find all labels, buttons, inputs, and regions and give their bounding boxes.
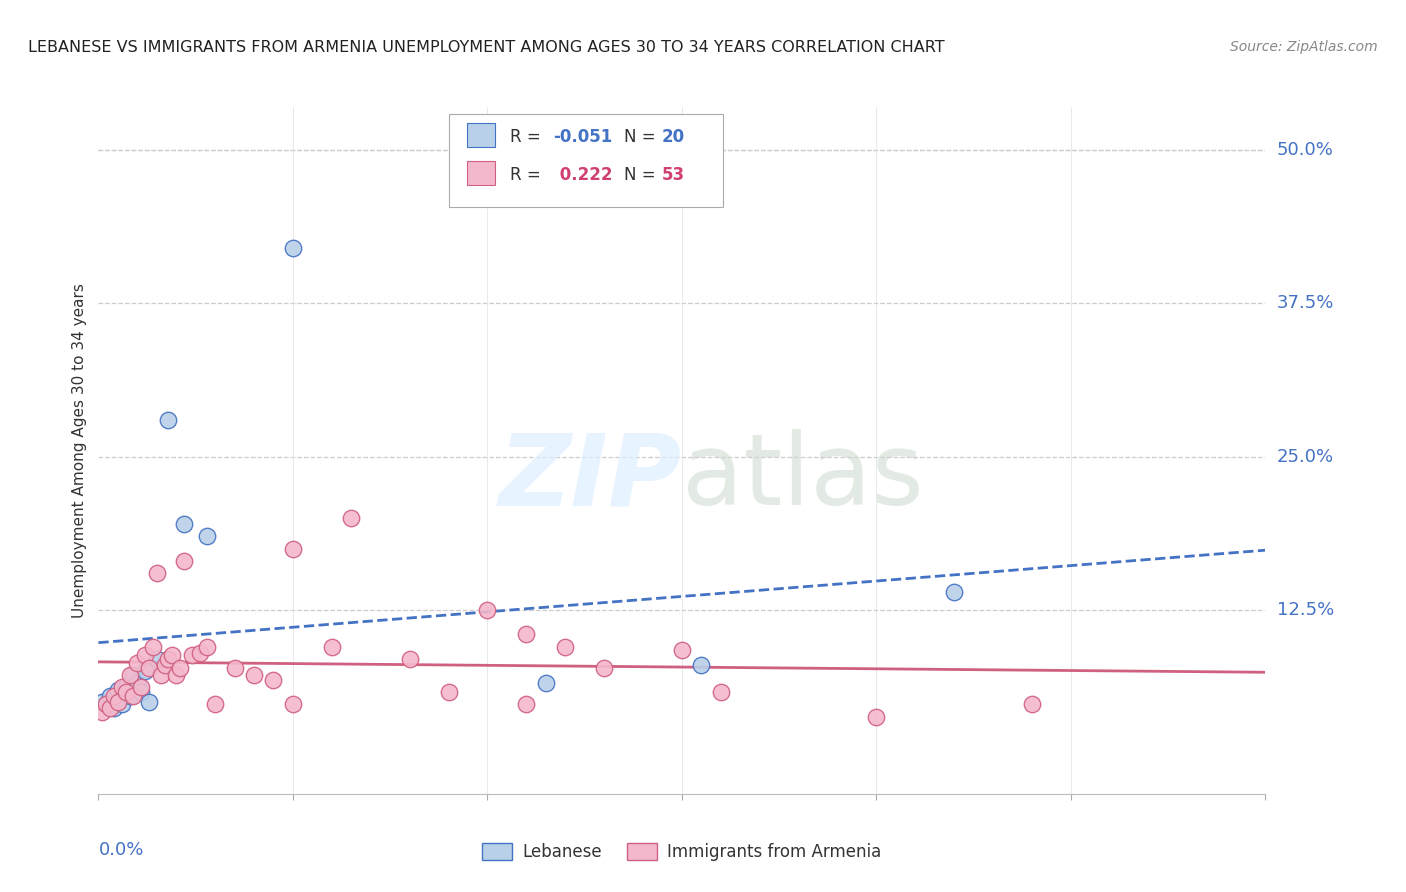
Point <box>122 689 145 703</box>
Point <box>107 682 129 697</box>
Point <box>262 673 284 687</box>
Text: -0.051: -0.051 <box>554 128 613 145</box>
Point <box>173 554 195 568</box>
Point <box>111 698 134 712</box>
Point <box>437 685 460 699</box>
Point <box>340 511 363 525</box>
Text: Source: ZipAtlas.com: Source: ZipAtlas.com <box>1230 40 1378 54</box>
Text: 53: 53 <box>662 166 685 184</box>
Point <box>118 689 141 703</box>
Text: atlas: atlas <box>682 429 924 526</box>
Point <box>138 695 160 709</box>
Point <box>515 627 537 641</box>
Point <box>98 701 121 715</box>
Point <box>134 648 156 663</box>
Point <box>91 705 114 719</box>
Text: 37.5%: 37.5% <box>1277 294 1334 312</box>
Point <box>224 660 246 674</box>
Point <box>515 698 537 712</box>
Point <box>690 658 713 673</box>
Point <box>281 241 304 255</box>
Point <box>157 652 180 666</box>
Point <box>114 680 136 694</box>
Point <box>188 646 211 660</box>
Point <box>146 566 169 581</box>
Point <box>281 698 304 712</box>
Text: R =: R = <box>510 128 547 145</box>
Point <box>103 689 125 703</box>
Point <box>180 648 202 663</box>
Y-axis label: Unemployment Among Ages 30 to 34 years: Unemployment Among Ages 30 to 34 years <box>72 283 87 618</box>
Point <box>281 541 304 556</box>
Text: R =: R = <box>510 166 547 184</box>
Point <box>98 689 121 703</box>
Point <box>149 668 172 682</box>
Point <box>204 698 226 712</box>
Point <box>91 695 114 709</box>
Point <box>103 701 125 715</box>
Point <box>96 698 118 712</box>
FancyBboxPatch shape <box>467 161 495 186</box>
Point <box>477 603 499 617</box>
Legend: Lebanese, Immigrants from Armenia: Lebanese, Immigrants from Armenia <box>475 837 889 868</box>
Point <box>534 676 557 690</box>
FancyBboxPatch shape <box>449 114 723 207</box>
Point <box>129 680 152 694</box>
FancyBboxPatch shape <box>467 123 495 147</box>
Point <box>134 664 156 679</box>
Point <box>165 668 187 682</box>
Point <box>146 652 169 666</box>
Text: 25.0%: 25.0% <box>1277 448 1334 466</box>
Point <box>865 709 887 723</box>
Point <box>195 529 218 543</box>
Point <box>118 668 141 682</box>
Point <box>157 413 180 427</box>
Text: 0.222: 0.222 <box>554 166 612 184</box>
Text: 20: 20 <box>662 128 685 145</box>
Point <box>173 516 195 531</box>
Point <box>243 668 266 682</box>
Point <box>162 648 184 663</box>
Point <box>138 660 160 674</box>
Point <box>943 584 966 599</box>
Point <box>114 685 136 699</box>
Point <box>1021 698 1043 712</box>
Point <box>122 668 145 682</box>
Point <box>153 658 176 673</box>
Point <box>129 685 152 699</box>
Text: ZIP: ZIP <box>499 429 682 526</box>
Point <box>398 652 420 666</box>
Text: 0.0%: 0.0% <box>98 840 143 859</box>
Point <box>195 640 218 654</box>
Text: 50.0%: 50.0% <box>1277 141 1333 159</box>
Point <box>127 656 149 670</box>
Text: N =: N = <box>623 166 661 184</box>
Text: LEBANESE VS IMMIGRANTS FROM ARMENIA UNEMPLOYMENT AMONG AGES 30 TO 34 YEARS CORRE: LEBANESE VS IMMIGRANTS FROM ARMENIA UNEM… <box>28 40 945 55</box>
Point <box>169 660 191 674</box>
Point <box>593 660 616 674</box>
Text: N =: N = <box>623 128 661 145</box>
Point <box>127 676 149 690</box>
Point <box>554 640 576 654</box>
Point <box>671 643 693 657</box>
Point <box>142 640 165 654</box>
Point <box>111 680 134 694</box>
Text: 12.5%: 12.5% <box>1277 601 1334 619</box>
Point <box>710 685 733 699</box>
Point <box>107 695 129 709</box>
Point <box>321 640 343 654</box>
